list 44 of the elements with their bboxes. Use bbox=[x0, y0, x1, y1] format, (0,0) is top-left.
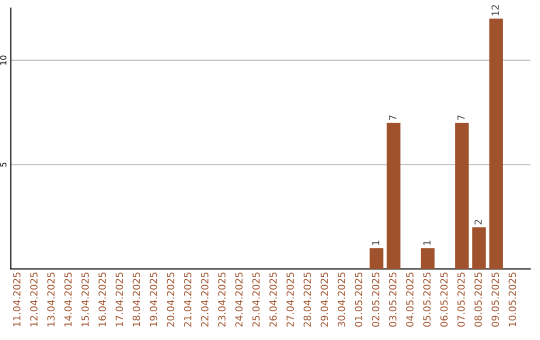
y-tick-label: 5 bbox=[0, 162, 6, 167]
x-tick-label: 13.04.2025 bbox=[47, 272, 55, 326]
data-label: 12 bbox=[492, 5, 499, 16]
x-tick-label: 26.04.2025 bbox=[269, 272, 277, 327]
x-tick-label: 21.04.2025 bbox=[184, 272, 192, 327]
x-tick-label: 05.05.2025 bbox=[423, 272, 431, 327]
x-tick-label: 09.05.2025 bbox=[492, 272, 499, 327]
y-tick-label: 10 bbox=[0, 56, 6, 65]
x-tick-label: 30.04.2025 bbox=[338, 272, 346, 327]
bar bbox=[370, 248, 384, 269]
x-tick-label: 08.05.2025 bbox=[474, 272, 482, 327]
x-tick-label: 29.04.2025 bbox=[320, 272, 328, 327]
data-label: 1 bbox=[423, 240, 430, 245]
data-label: 1 bbox=[372, 240, 380, 245]
bar bbox=[472, 227, 486, 269]
x-tick-label: 15.04.2025 bbox=[81, 272, 89, 326]
bar bbox=[386, 122, 400, 269]
x-tick-label: 10.05.2025 bbox=[508, 272, 516, 326]
data-label: 2 bbox=[474, 220, 482, 224]
x-tick-label: 22.04.2025 bbox=[201, 272, 208, 327]
x-tick-label: 16.04.2025 bbox=[98, 272, 106, 326]
x-tick-label: 14.04.2025 bbox=[64, 272, 72, 326]
x-tick-label: 07.05.2025 bbox=[457, 272, 465, 327]
x-tick-label: 24.04.2025 bbox=[235, 272, 243, 327]
x-tick-label: 11.04.2025 bbox=[13, 272, 20, 326]
x-tick-label: 03.05.2025 bbox=[389, 272, 396, 327]
x-tick-label: 23.04.2025 bbox=[218, 272, 226, 327]
x-tick-label: 27.04.2025 bbox=[286, 272, 294, 327]
x-tick-label: 28.04.2025 bbox=[304, 272, 311, 327]
x-tick-label: 02.05.2025 bbox=[372, 272, 380, 327]
x-tick-label: 25.04.2025 bbox=[252, 272, 260, 327]
x-tick-label: 20.04.2025 bbox=[166, 272, 174, 327]
x-tick-label: 12.04.2025 bbox=[30, 272, 38, 326]
x-tick-label: 01.05.2025 bbox=[354, 272, 362, 327]
x-tick-label: 17.04.2025 bbox=[116, 272, 123, 326]
data-label: 7 bbox=[389, 115, 396, 120]
bar bbox=[455, 122, 469, 269]
data-label: 7 bbox=[458, 115, 465, 120]
bar bbox=[420, 248, 435, 269]
x-tick-label: 19.04.2025 bbox=[150, 272, 158, 326]
bar bbox=[489, 18, 503, 269]
x-tick-label: 18.04.2025 bbox=[132, 272, 140, 326]
x-tick-label: 06.05.2025 bbox=[440, 272, 448, 327]
x-tick-label: 04.05.2025 bbox=[406, 272, 414, 327]
